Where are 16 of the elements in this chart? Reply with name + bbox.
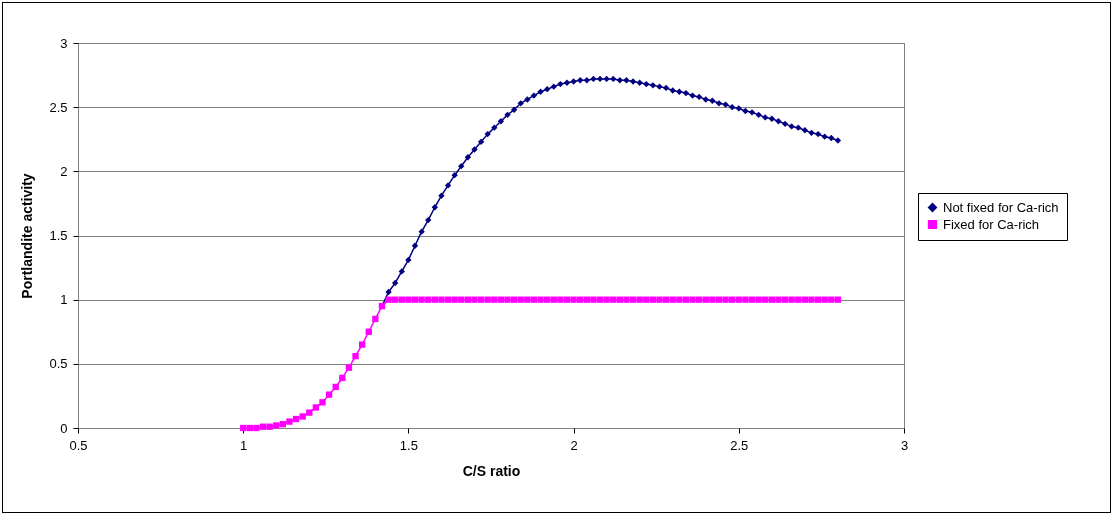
y-tick-label: 0 [60,420,68,436]
legend-label: Fixed for Ca-rich [943,216,1040,232]
x-tick-label: 2 [570,437,578,453]
x-axis-title: C/S ratio [462,462,521,479]
y-tick-label: 1.5 [49,228,68,243]
x-tick-label: 3 [900,437,909,453]
y-tick-label: 1 [60,292,68,308]
x-tick-label: 1.5 [399,437,418,453]
legend-label: Not fixed for Ca-rich [943,199,1059,215]
y-tick-label: 3 [60,35,68,51]
x-tick-label: 2.5 [730,437,749,453]
x-tick-label: 1 [240,437,248,453]
y-tick-label: 0.5 [49,356,68,372]
y-axis-title: Portlandite activity [19,173,36,299]
y-tick-label: 2.5 [49,99,68,115]
y-tick-label: 2 [60,163,68,179]
